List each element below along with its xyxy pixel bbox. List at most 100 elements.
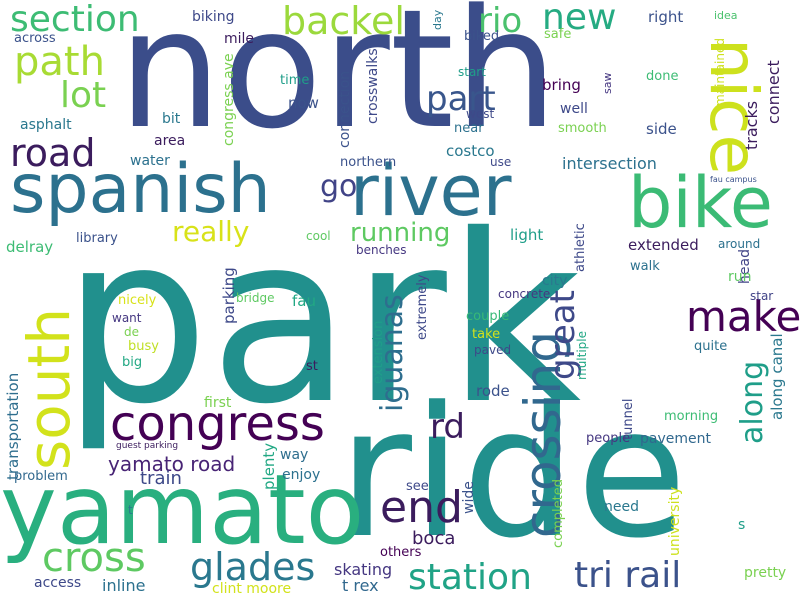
word: quite [694, 339, 728, 354]
word: big [122, 355, 143, 370]
word: people [586, 431, 631, 446]
word: north [118, 0, 558, 165]
word: delray [6, 238, 54, 256]
word: smooth [558, 121, 607, 136]
word: biked [464, 29, 500, 44]
word: plenty [260, 442, 278, 490]
word: city [542, 273, 568, 289]
word: pretty [744, 565, 787, 581]
word: done [646, 69, 679, 84]
word: right [648, 8, 684, 26]
word: bit [162, 111, 181, 127]
word: congress ave [221, 53, 237, 146]
word: day [431, 9, 444, 30]
word: light [510, 226, 544, 244]
word: access [34, 575, 82, 591]
word: start [458, 65, 486, 79]
word: run [728, 269, 752, 285]
word: cool [306, 229, 331, 243]
word: morning [664, 409, 719, 424]
word: ride [338, 369, 688, 578]
word: idea [714, 9, 738, 22]
word: paved [474, 343, 512, 357]
word: side [646, 120, 677, 138]
word: walk [630, 259, 660, 274]
word: library [76, 231, 118, 246]
word: pavement [640, 431, 711, 447]
word: mile [224, 31, 255, 47]
word: extended [628, 236, 699, 254]
word: lot [60, 75, 107, 116]
word: inline [102, 576, 146, 595]
word: star [750, 289, 774, 303]
word: boca [412, 528, 456, 549]
word: train [140, 468, 182, 489]
word: use [490, 155, 512, 169]
word: path [14, 39, 105, 85]
word: northern [340, 155, 397, 170]
word: s [738, 517, 746, 533]
word: de [124, 325, 139, 339]
word: enjoy [282, 467, 321, 483]
word: new [542, 0, 617, 38]
word: south [15, 308, 83, 470]
word: first [204, 395, 232, 411]
word: park [62, 185, 582, 455]
word: completed [551, 479, 566, 548]
word: rode [476, 382, 510, 400]
word: tracks [742, 100, 761, 150]
word: nicely [118, 293, 157, 308]
word: along [735, 360, 770, 444]
word: yamato [0, 454, 365, 566]
word: intersection [562, 154, 657, 173]
word: time [280, 73, 310, 88]
word: biking [192, 9, 235, 25]
word: cross [42, 535, 146, 581]
word: extremely [415, 274, 430, 340]
word: couple [466, 309, 510, 324]
word: water [130, 153, 170, 169]
word: want [112, 311, 142, 325]
word: benches [356, 243, 407, 257]
word: connect [764, 60, 783, 124]
word: west [466, 107, 495, 121]
word: spanish [10, 150, 271, 229]
word: well [560, 101, 588, 117]
word: t rex [342, 576, 379, 595]
word: others [380, 545, 422, 560]
word: way [280, 447, 309, 463]
word: tri rail [574, 555, 682, 596]
word: go [320, 169, 358, 204]
word: bring [542, 76, 581, 94]
word: fau campus [710, 175, 757, 184]
word: crosswalks [365, 48, 381, 124]
word: concrete [498, 287, 551, 301]
word: university [667, 486, 683, 556]
word: bike [628, 162, 773, 244]
word: now [288, 94, 319, 112]
word: near [454, 121, 484, 136]
word: across [14, 31, 56, 46]
word: yamato road [108, 452, 236, 476]
word: guest parking [116, 441, 179, 451]
word: road [10, 131, 96, 175]
word: take [472, 327, 501, 342]
word: costco [446, 142, 495, 160]
word: glades [190, 545, 316, 589]
word: safe [544, 27, 572, 42]
word: parking [220, 267, 238, 324]
word: station [408, 557, 532, 598]
word: rd [430, 407, 465, 447]
word: really [172, 215, 250, 248]
word: end [380, 482, 463, 533]
word: along canal [768, 333, 786, 420]
word: extension [371, 320, 386, 384]
word: busy [128, 339, 159, 354]
word: see [406, 479, 429, 494]
word: fau [292, 292, 316, 310]
word: make [686, 292, 800, 341]
word: st [306, 359, 318, 374]
word: rio [478, 1, 523, 41]
word: part [426, 79, 496, 119]
